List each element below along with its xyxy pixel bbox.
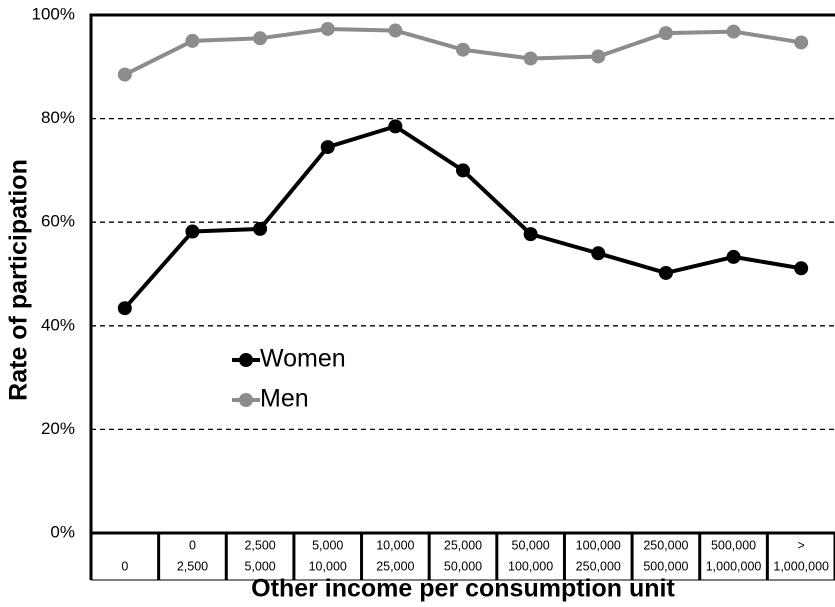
x-tick-label: 0 <box>121 559 128 573</box>
series-marker <box>388 23 403 38</box>
x-tick-label: 2,500 <box>177 559 208 573</box>
series-marker <box>320 21 335 36</box>
series-marker <box>658 26 673 41</box>
series-marker <box>794 261 809 276</box>
x-tick-label: 1,000,000 <box>773 559 829 573</box>
x-axis-label: Other income per consumption unit <box>251 575 675 603</box>
x-tick-label: 0 <box>189 538 196 552</box>
y-tick-label: 60% <box>41 212 75 231</box>
series-marker <box>117 301 132 316</box>
series-marker <box>320 140 335 155</box>
series-line <box>123 124 802 310</box>
series-marker <box>523 51 538 66</box>
x-tick-label: 5,000 <box>244 559 275 573</box>
x-tick-label: 50,000 <box>444 559 482 573</box>
series-marker <box>253 221 268 236</box>
y-axis-label: Rate of participation <box>5 159 33 401</box>
y-tick-label: 80% <box>41 108 75 127</box>
legend-label: Women <box>260 345 346 373</box>
x-tick-label: 1,000,000 <box>706 559 762 573</box>
series-marker <box>726 249 741 264</box>
x-tick-label: 5,000 <box>312 538 343 552</box>
x-tick-label: 50,000 <box>512 538 550 552</box>
y-tick-label: 100% <box>32 4 75 23</box>
x-tick-label: 25,000 <box>444 538 482 552</box>
legend-label: Men <box>260 385 309 413</box>
x-tick-label: 500,000 <box>643 559 688 573</box>
series-marker <box>726 24 741 39</box>
x-tick-label: 250,000 <box>643 538 688 552</box>
series-marker <box>658 265 673 280</box>
x-tick-label: > <box>798 538 805 552</box>
series-marker <box>185 33 200 48</box>
x-tick-label: 10,000 <box>376 538 414 552</box>
series-marker <box>253 31 268 46</box>
legend-marker <box>239 393 253 407</box>
x-tick-label: 2,500 <box>244 538 275 552</box>
series-marker <box>456 42 470 57</box>
y-tick-label: 20% <box>41 419 75 438</box>
series-marker <box>591 49 606 64</box>
series-marker <box>591 246 606 261</box>
plot-frame <box>89 13 835 535</box>
series-marker <box>117 67 132 82</box>
y-tick-label: 0% <box>50 522 75 541</box>
series-marker <box>185 224 200 239</box>
series-marker <box>794 35 809 50</box>
x-tick-label: 100,000 <box>576 538 621 552</box>
x-tick-label: 100,000 <box>508 559 553 573</box>
y-tick-label: 40% <box>41 315 75 334</box>
x-tick-label: 500,000 <box>711 538 756 552</box>
x-tick-label: 25,000 <box>376 559 414 573</box>
series-marker <box>523 227 538 242</box>
x-tick-label: 10,000 <box>309 559 347 573</box>
x-tick-label: 250,000 <box>576 559 621 573</box>
series-marker <box>456 163 470 178</box>
legend-marker <box>239 353 253 367</box>
series-marker <box>388 119 403 134</box>
